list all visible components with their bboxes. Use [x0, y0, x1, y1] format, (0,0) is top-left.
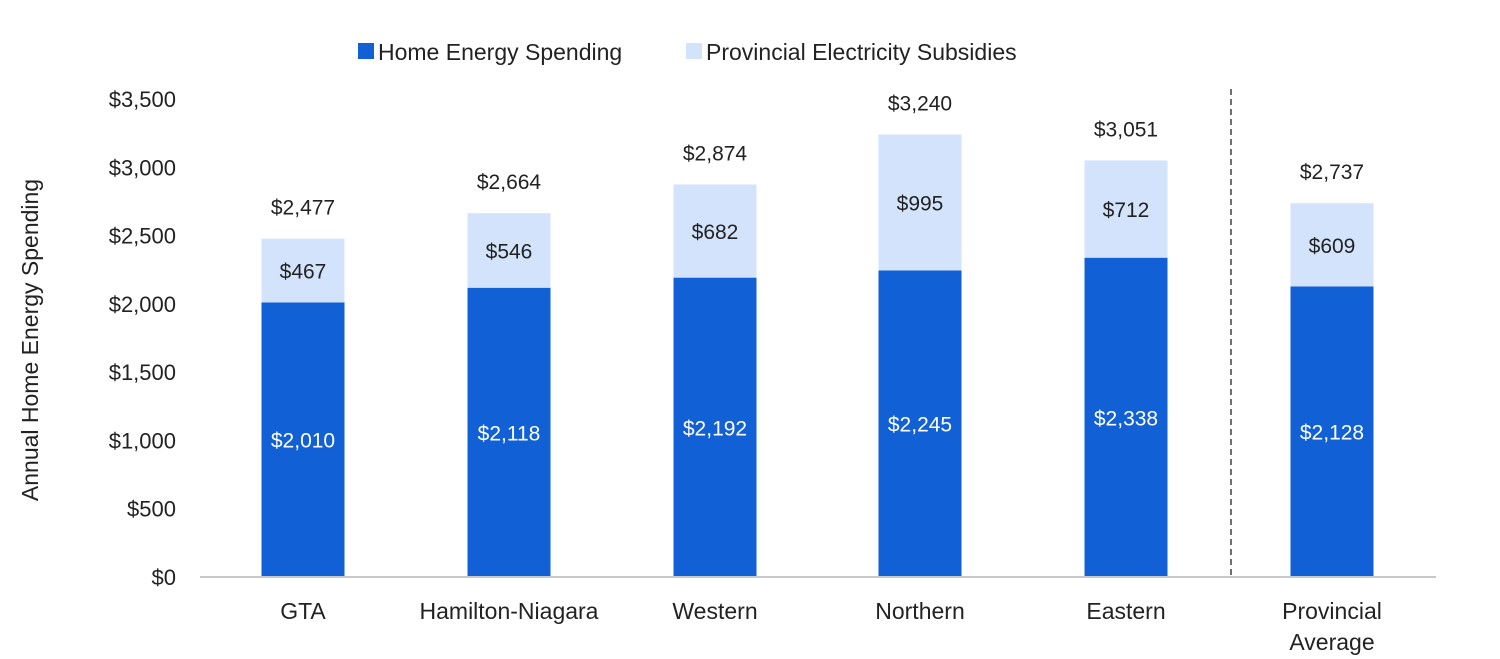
y-tick-label: $1,500: [109, 360, 176, 385]
x-category-label: Eastern: [1086, 598, 1165, 624]
bar-segment-subsidy: [467, 213, 551, 288]
total-data-label: $3,051: [1094, 118, 1158, 141]
subsidy-data-label: $995: [897, 192, 944, 215]
y-tick-label: $1,000: [109, 428, 176, 453]
y-axis-ticks: $0 $500 $1,000 $1,500 $2,000 $2,500 $3,000 $3,5…: [109, 87, 176, 590]
legend-swatch-spending: [358, 43, 374, 59]
bar-segment-spending: [878, 270, 962, 577]
bar-segment-subsidy: [673, 184, 757, 278]
subsidy-data-label: $609: [1309, 235, 1356, 258]
y-tick-label: $2,500: [109, 224, 176, 249]
spending-data-label: $2,128: [1300, 422, 1364, 445]
bar-segment-spending: [261, 302, 345, 577]
subsidy-data-label: $467: [280, 261, 327, 284]
spending-data-label: $2,010: [271, 430, 335, 453]
spending-data-label: $2,118: [478, 422, 541, 445]
x-category-label: Western: [672, 598, 757, 624]
bar-segment-spending: [1290, 286, 1374, 577]
bar-segment-spending: [1084, 257, 1168, 577]
total-data-label: $2,477: [271, 197, 335, 220]
total-data-label: $2,874: [683, 142, 748, 165]
y-tick-label: $3,500: [109, 87, 176, 112]
bar-segment-spending: [467, 287, 551, 577]
spending-data-label: $2,245: [888, 414, 952, 437]
bars: $2,010 $467 $2,477 $2,118 $546 $2,664 $2,192 $6…: [261, 93, 1374, 577]
bar-segment-subsidy: [878, 134, 962, 271]
legend: Home Energy Spending Provincial Electrici…: [358, 39, 1017, 65]
y-tick-label: $500: [127, 497, 176, 522]
total-data-label: $2,664: [477, 171, 542, 194]
spending-data-label: $2,338: [1094, 407, 1158, 430]
y-axis-label: Annual Home Energy Spending: [17, 179, 43, 501]
bar-segment-subsidy: [1084, 160, 1168, 258]
total-data-label: $3,240: [888, 93, 952, 116]
legend-swatch-subsidy: [686, 43, 702, 59]
subsidy-data-label: $546: [486, 240, 533, 263]
x-category-label: Hamilton-Niagara: [420, 598, 599, 624]
subsidy-data-label: $682: [692, 221, 739, 244]
y-tick-label: $3,000: [109, 155, 176, 180]
spending-data-label: $2,192: [683, 417, 747, 440]
x-category-label: Northern: [875, 598, 964, 624]
total-data-label: $2,737: [1300, 161, 1364, 184]
legend-label-subsidy: Provincial Electricity Subsidies: [706, 39, 1017, 65]
subsidy-data-label: $712: [1103, 199, 1150, 222]
y-tick-label: $2,000: [109, 292, 176, 317]
y-tick-label: $0: [152, 565, 176, 590]
x-category-label: GTA: [280, 598, 326, 624]
x-axis-labels: GTA Hamilton-Niagara Western Northern Easter…: [280, 598, 1382, 655]
bar-segment-spending: [673, 277, 757, 577]
bar-segment-subsidy: [1290, 203, 1374, 287]
legend-label-spending: Home Energy Spending: [378, 39, 622, 65]
x-category-label: Provincial Average: [1282, 598, 1382, 655]
bar-segment-subsidy: [261, 238, 345, 303]
